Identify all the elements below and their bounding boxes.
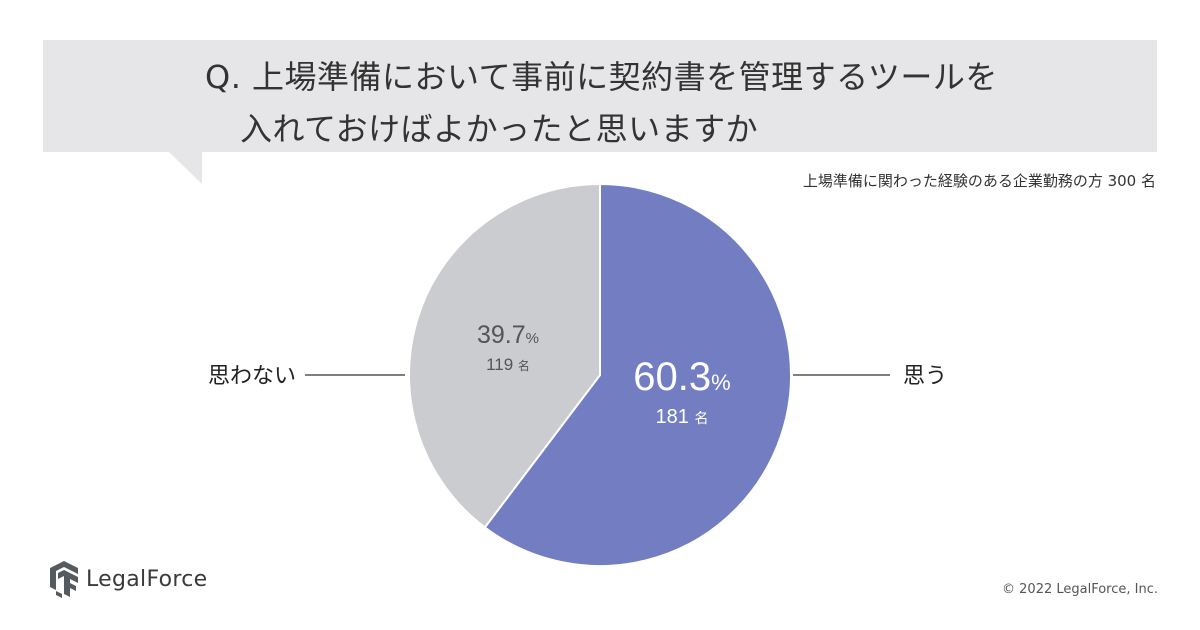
slice-count-label-yes: 181 名 (656, 406, 709, 428)
question-line-1: Q. 上場準備において事前に契約書を管理するツールを (205, 58, 998, 96)
slice-percent-label-no: 39.7% (477, 321, 539, 349)
question-bubble-tail (168, 151, 202, 184)
legalforce-logo-text: LegalForce (86, 566, 208, 592)
slice-count-label-no: 119 名 (486, 355, 530, 374)
category-label-no: 思わない (208, 364, 296, 389)
copyright-text: © 2022 LegalForce, Inc. (1002, 582, 1158, 597)
legalforce-logo: LegalForce (48, 560, 208, 598)
pie-slice-no (408, 182, 601, 529)
category-label-yes: 思う (903, 364, 947, 389)
question-line-2: 入れておけばよかったと思いますか (240, 110, 759, 148)
legalforce-logo-icon (50, 561, 78, 598)
pie-slice-yes (483, 182, 792, 567)
question-bubble (43, 40, 1157, 152)
slice-percent-label-yes: 60.3% (633, 355, 730, 399)
survey-respondents-note: 上場準備に関わった経験のある企業勤務の方 300 名 (802, 172, 1156, 190)
